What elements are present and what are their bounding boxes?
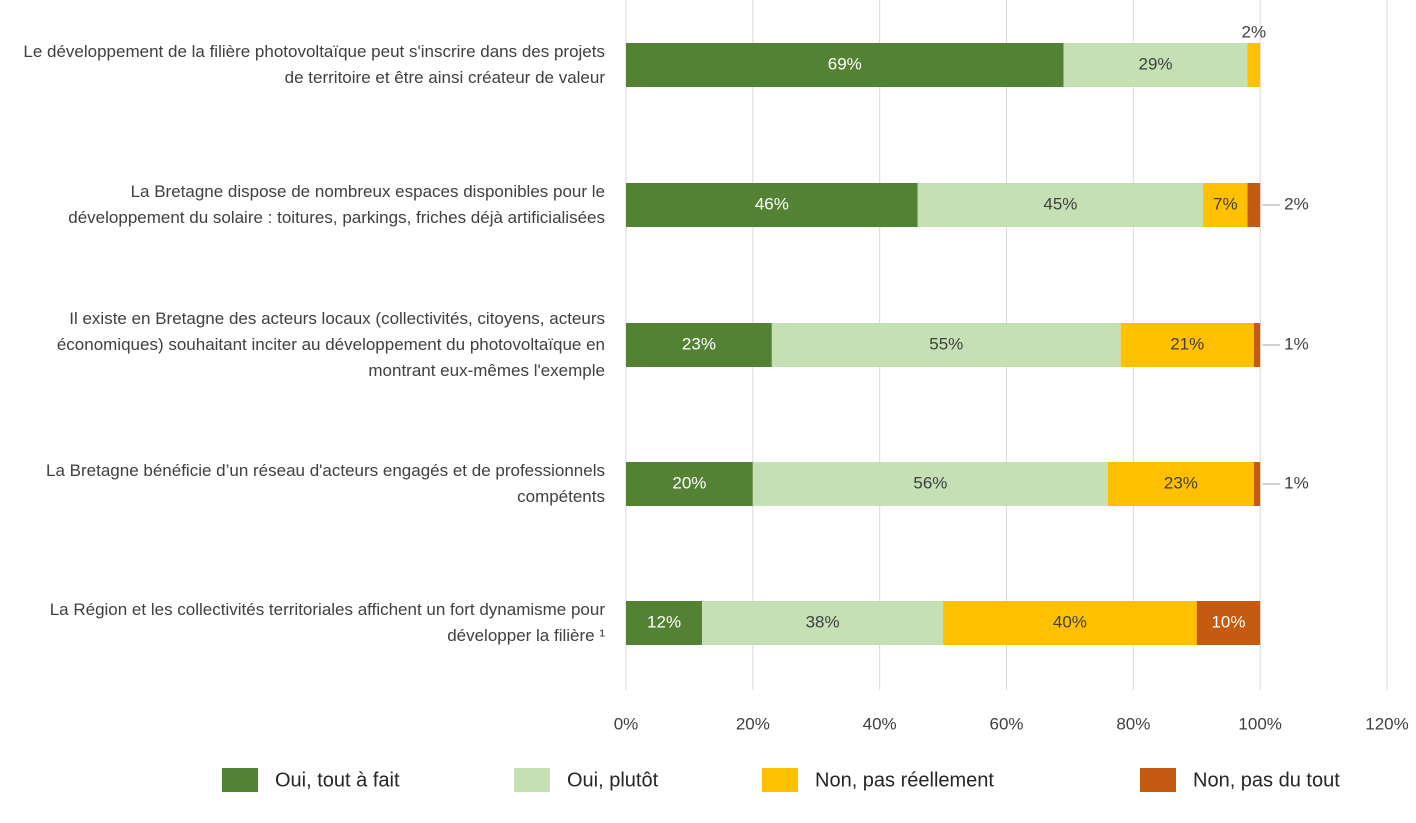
data-label: 2%	[1284, 194, 1309, 213]
bar-segment	[702, 601, 944, 645]
x-tick-label: 20%	[736, 714, 770, 733]
data-label: 38%	[806, 612, 840, 631]
data-label: 46%	[755, 194, 789, 213]
category-label: Le développement de la filière photovolt…	[23, 42, 605, 87]
data-label: 10%	[1211, 612, 1245, 631]
x-tick-label: 60%	[989, 714, 1023, 733]
legend-swatch	[222, 768, 258, 792]
legend-swatch	[514, 768, 550, 792]
x-tick-label: 0%	[614, 714, 639, 733]
bar-segment	[626, 183, 918, 227]
legend-label: Oui, plutôt	[567, 769, 659, 791]
bar-segment	[1253, 462, 1261, 506]
legend-swatch	[762, 768, 798, 792]
data-label: 40%	[1053, 612, 1087, 631]
bar-segment	[1247, 43, 1261, 87]
data-label: 45%	[1043, 194, 1077, 213]
bar-segment	[1253, 323, 1261, 367]
data-label: 20%	[672, 473, 706, 492]
bar-segment	[1203, 183, 1248, 227]
x-tick-label: 80%	[1116, 714, 1150, 733]
bar-segment	[752, 462, 1108, 506]
bar-segment	[1107, 462, 1254, 506]
legend-label: Oui, tout à fait	[275, 769, 400, 791]
bar-segment	[626, 601, 703, 645]
bar-segment	[1063, 43, 1248, 87]
bar-segment	[917, 183, 1204, 227]
category-label: La Bretagne bénéficie d’un réseau d'acte…	[46, 461, 605, 506]
data-label: 1%	[1284, 334, 1309, 353]
bar-segment	[1120, 323, 1254, 367]
bar-segment	[626, 43, 1064, 87]
bar-segment	[1247, 183, 1261, 227]
x-tick-label: 120%	[1365, 714, 1408, 733]
data-label: 7%	[1213, 194, 1238, 213]
x-tick-label: 100%	[1238, 714, 1281, 733]
data-label: 56%	[913, 473, 947, 492]
x-tick-label: 40%	[863, 714, 897, 733]
category-label: La Bretagne dispose de nombreux espaces …	[68, 182, 605, 227]
legend-label: Non, pas réellement	[815, 769, 994, 791]
data-label: 2%	[1242, 22, 1267, 41]
data-label: 29%	[1139, 54, 1173, 73]
category-label: La Région et les collectivités territori…	[49, 600, 605, 645]
legend-swatch	[1140, 768, 1176, 792]
bar-segment	[943, 601, 1197, 645]
data-label: 1%	[1284, 473, 1309, 492]
bar-segment	[1196, 601, 1261, 645]
data-label: 23%	[1164, 473, 1198, 492]
data-label: 21%	[1170, 334, 1204, 353]
data-label: 55%	[929, 334, 963, 353]
category-label: Il existe en Bretagne des acteurs locaux…	[56, 309, 605, 380]
data-label: 12%	[647, 612, 681, 631]
bar-segment	[626, 462, 753, 506]
data-label: 23%	[682, 334, 716, 353]
bar-segment	[771, 323, 1121, 367]
data-label: 69%	[828, 54, 862, 73]
bar-segment	[626, 323, 772, 367]
legend-label: Non, pas du tout	[1193, 769, 1340, 791]
